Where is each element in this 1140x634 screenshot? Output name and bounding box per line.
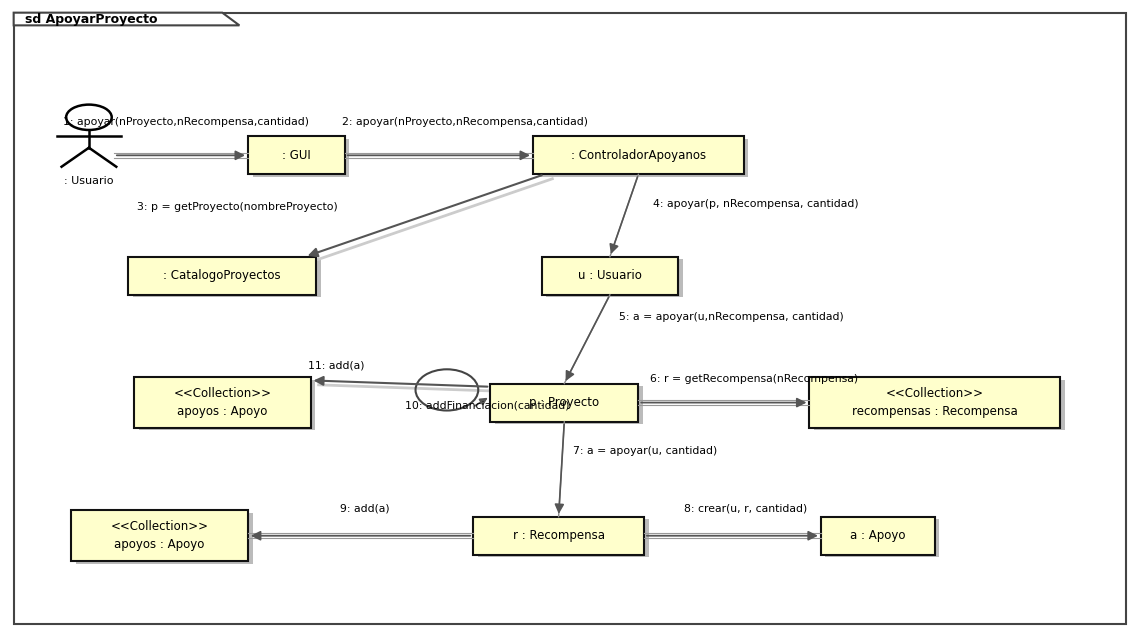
- FancyBboxPatch shape: [253, 139, 349, 177]
- Text: 2: apoyar(nProyecto,nRecompensa,cantidad): 2: apoyar(nProyecto,nRecompensa,cantidad…: [342, 117, 588, 127]
- FancyBboxPatch shape: [14, 13, 1126, 624]
- Text: 11: add(a): 11: add(a): [308, 361, 365, 371]
- Text: 4: apoyar(p, nRecompensa, cantidad): 4: apoyar(p, nRecompensa, cantidad): [653, 199, 858, 209]
- FancyBboxPatch shape: [139, 380, 315, 430]
- FancyBboxPatch shape: [76, 513, 253, 564]
- Text: p : Proyecto: p : Proyecto: [529, 396, 600, 409]
- Text: : GUI: : GUI: [282, 149, 311, 162]
- Text: 3: p = getProyecto(nombreProyecto): 3: p = getProyecto(nombreProyecto): [137, 202, 337, 212]
- Polygon shape: [14, 13, 239, 25]
- Text: : CatalogoProyectos: : CatalogoProyectos: [163, 269, 282, 282]
- FancyBboxPatch shape: [249, 136, 344, 174]
- FancyBboxPatch shape: [473, 517, 644, 555]
- FancyBboxPatch shape: [546, 259, 683, 297]
- FancyBboxPatch shape: [478, 519, 649, 557]
- Text: : ControladorApoyanos: : ControladorApoyanos: [571, 149, 706, 162]
- FancyBboxPatch shape: [534, 136, 744, 174]
- Text: <<Collection>>
apoyos : Apoyo: <<Collection>> apoyos : Apoyo: [111, 521, 209, 551]
- FancyBboxPatch shape: [495, 386, 643, 424]
- FancyBboxPatch shape: [542, 257, 678, 295]
- FancyBboxPatch shape: [814, 380, 1065, 430]
- Text: 5: a = apoyar(u,nRecompensa, cantidad): 5: a = apoyar(u,nRecompensa, cantidad): [619, 312, 844, 322]
- Text: 10: addFinanciacion(cantidad): 10: addFinanciacion(cantidad): [405, 401, 569, 411]
- FancyBboxPatch shape: [825, 519, 939, 557]
- Text: r : Recompensa: r : Recompensa: [513, 529, 604, 542]
- FancyBboxPatch shape: [132, 259, 321, 297]
- Text: u : Usuario: u : Usuario: [578, 269, 642, 282]
- Text: <<Collection>>
apoyos : Apoyo: <<Collection>> apoyos : Apoyo: [173, 387, 271, 418]
- Text: a : Apoyo: a : Apoyo: [850, 529, 905, 542]
- FancyBboxPatch shape: [821, 517, 935, 555]
- FancyBboxPatch shape: [72, 510, 249, 561]
- Text: 1: apoyar(nProyecto,nRecompensa,cantidad): 1: apoyar(nProyecto,nRecompensa,cantidad…: [63, 117, 309, 127]
- Text: 7: a = apoyar(u, cantidad): 7: a = apoyar(u, cantidad): [573, 446, 718, 456]
- Text: sd ApoyarProyecto: sd ApoyarProyecto: [25, 13, 157, 25]
- FancyBboxPatch shape: [135, 377, 310, 428]
- Text: : Usuario: : Usuario: [64, 176, 114, 186]
- FancyBboxPatch shape: [490, 384, 638, 422]
- FancyBboxPatch shape: [809, 377, 1060, 428]
- FancyBboxPatch shape: [128, 257, 317, 295]
- Text: 8: crear(u, r, cantidad): 8: crear(u, r, cantidad): [684, 503, 807, 514]
- Text: <<Collection>>
recompensas : Recompensa: <<Collection>> recompensas : Recompensa: [852, 387, 1018, 418]
- Text: 9: add(a): 9: add(a): [340, 503, 390, 514]
- FancyBboxPatch shape: [538, 139, 749, 177]
- Text: 6: r = getRecompensa(nRecompensa): 6: r = getRecompensa(nRecompensa): [650, 373, 858, 384]
